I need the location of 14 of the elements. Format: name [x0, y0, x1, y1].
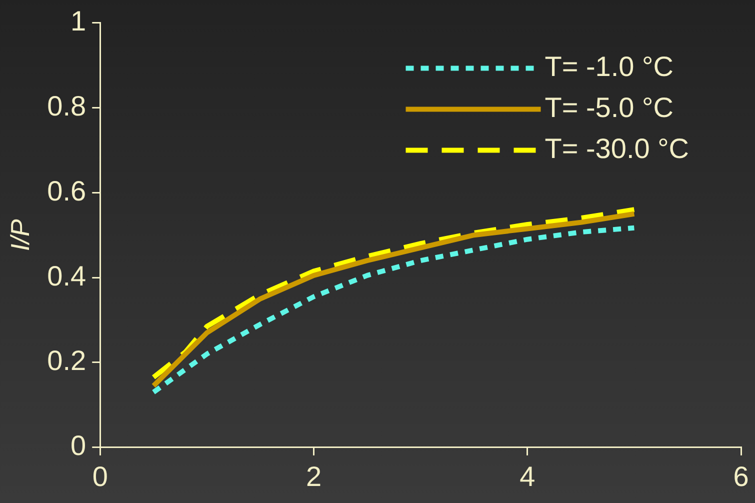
y-tick-label: 0.6 — [47, 175, 86, 206]
legend-label: T= -1.0 °C — [544, 51, 674, 82]
y-tick-label: 0.4 — [47, 260, 86, 292]
x-tick-label: 0 — [92, 460, 108, 492]
x-tick-label: 2 — [306, 460, 322, 492]
y-tick-label: 1 — [70, 6, 86, 37]
legend-label: T= -5.0 °C — [544, 92, 674, 124]
x-tick-label: 6 — [733, 460, 749, 492]
y-tick-label: 0.8 — [47, 90, 86, 122]
y-axis-title: I/P — [4, 218, 35, 251]
legend-label: T= -30.0 °C — [544, 133, 690, 164]
y-tick-label: 0.2 — [47, 345, 86, 376]
y-tick-label: 0 — [70, 430, 86, 462]
x-tick-label: 4 — [520, 460, 536, 492]
